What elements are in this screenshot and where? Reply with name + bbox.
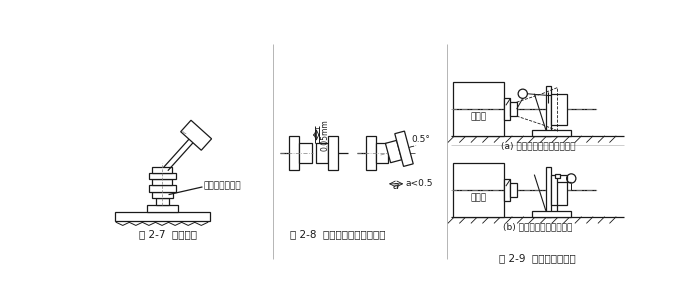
Bar <box>366 136 377 170</box>
Bar <box>156 199 169 205</box>
Text: 图 2-9  安装精度的检查: 图 2-9 安装精度的检查 <box>499 253 576 263</box>
Bar <box>503 98 510 120</box>
Bar <box>532 130 570 136</box>
Text: (b) 用百分表检查支座端面: (b) 用百分表检查支座端面 <box>503 223 573 232</box>
Text: 0.05mm: 0.05mm <box>320 119 329 151</box>
Bar <box>532 211 570 217</box>
Text: (a) 用百分表检查联轴器端面: (a) 用百分表检查联轴器端面 <box>500 142 575 151</box>
Bar <box>510 102 517 116</box>
Bar <box>552 94 567 124</box>
Bar <box>555 174 560 178</box>
Polygon shape <box>395 131 413 166</box>
Bar <box>147 205 178 212</box>
Text: 图 2-7  注意事项: 图 2-7 注意事项 <box>139 230 197 240</box>
Text: a: a <box>393 181 399 191</box>
Bar <box>115 212 210 221</box>
Text: 原动机: 原动机 <box>470 113 486 122</box>
Text: 原动机: 原动机 <box>470 194 486 202</box>
Text: 此处应垫一铜棒: 此处应垫一铜棒 <box>204 182 242 191</box>
Text: 图 2-8  联轴器之间的安装精度: 图 2-8 联轴器之间的安装精度 <box>290 230 386 240</box>
Text: a<0.5: a<0.5 <box>406 178 433 188</box>
Bar <box>454 82 503 136</box>
Bar <box>300 143 312 163</box>
Bar <box>290 136 300 170</box>
Polygon shape <box>386 140 402 163</box>
Bar <box>552 175 567 206</box>
Bar <box>153 167 172 173</box>
Bar <box>148 185 176 191</box>
Bar <box>148 173 176 179</box>
Bar <box>316 143 328 163</box>
Bar <box>153 179 172 185</box>
Bar <box>328 136 338 170</box>
Bar <box>454 163 503 217</box>
Bar <box>377 143 388 163</box>
Bar <box>503 179 510 201</box>
Bar <box>546 167 552 217</box>
Bar <box>152 191 173 199</box>
Polygon shape <box>181 120 211 150</box>
Bar <box>546 86 552 136</box>
Bar <box>510 183 517 197</box>
Text: 0.5°: 0.5° <box>411 135 430 144</box>
